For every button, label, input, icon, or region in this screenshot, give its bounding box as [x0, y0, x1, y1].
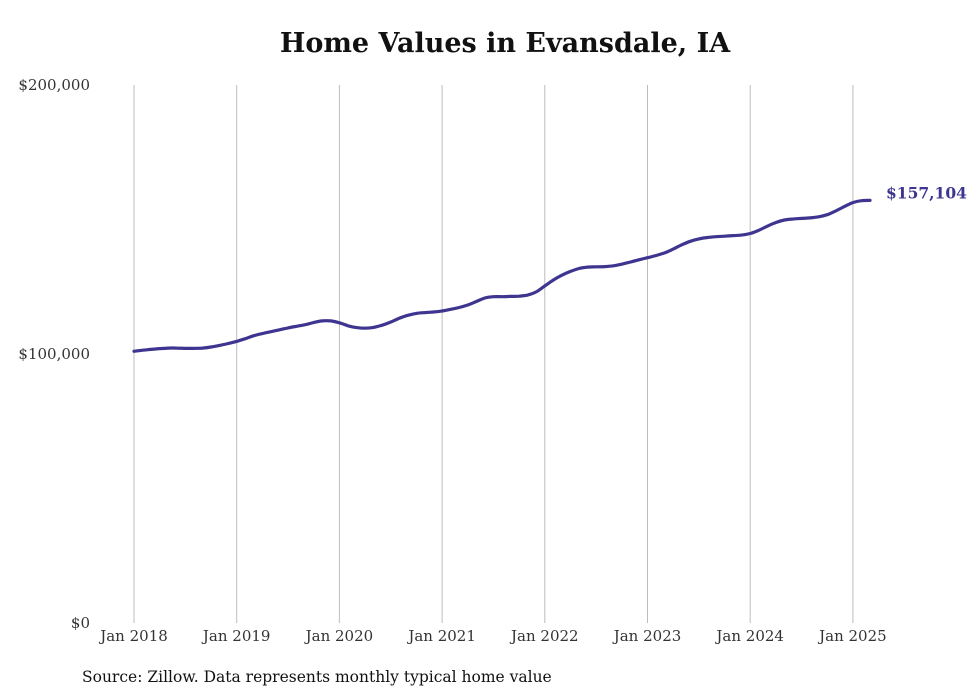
series	[132, 198, 872, 353]
gridlines	[133, 85, 854, 623]
y-tick-label: $200,000	[18, 76, 90, 94]
end-value-label: $157,104	[886, 183, 967, 202]
x-tick-label: Jan 2019	[201, 627, 271, 645]
x-tick-label: Jan 2023	[612, 627, 682, 645]
x-tick-label: Jan 2022	[509, 627, 579, 645]
y-tick-label: $100,000	[18, 345, 90, 363]
chart-title: Home Values in Evansdale, IA	[279, 28, 731, 59]
x-tick-label: Jan 2024	[714, 627, 784, 645]
x-tick-label: Jan 2025	[817, 627, 887, 645]
data-labels: $157,104	[886, 183, 967, 202]
x-tick-label: Jan 2020	[304, 627, 374, 645]
x-tick-label: Jan 2021	[406, 627, 476, 645]
line-chart: $0$100,000$200,000 Jan 2018 Jan 2019 Jan 2…	[18, 76, 967, 645]
y-tick-label: $0	[71, 614, 90, 632]
series-line	[132, 198, 872, 353]
x-tick-label: Jan 2018	[98, 627, 168, 645]
x-axis: Jan 2018 Jan 2019 Jan 2020 Jan 2021 Jan 2022…	[98, 627, 886, 645]
y-axis: $0 $100,000 $200,000	[18, 76, 90, 632]
source-note: Source: Zillow. Data represents monthly …	[82, 668, 552, 686]
